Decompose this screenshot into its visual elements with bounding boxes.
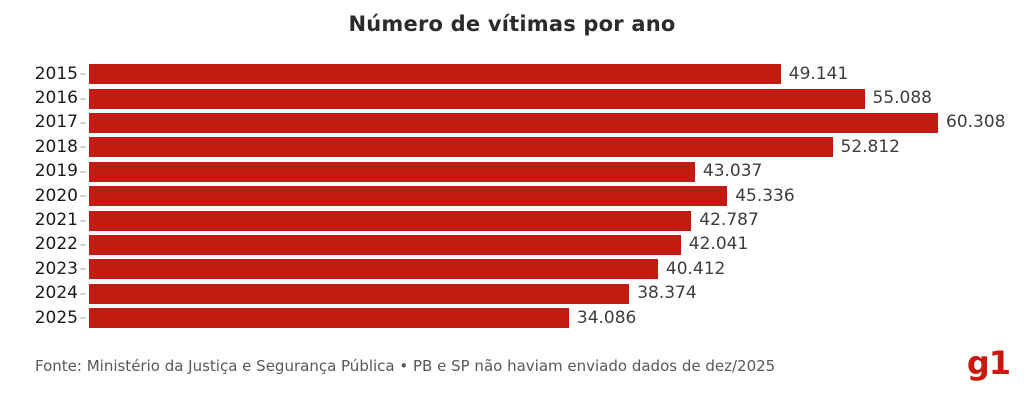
bar-value-label: 42.787 <box>699 210 759 231</box>
axis-tick <box>80 97 86 100</box>
y-axis-label: 2019 <box>34 161 78 182</box>
axis-tick <box>80 268 86 271</box>
axis-tick <box>80 317 86 320</box>
bar-value-label: 49.141 <box>788 63 849 84</box>
y-axis-label: 2021 <box>34 210 78 231</box>
bar-row: 2020 45.336 <box>0 184 1024 208</box>
bar-value-label: 40.412 <box>665 258 726 279</box>
bar-row: 2023 40.412 <box>0 257 1024 281</box>
y-axis-label: 2016 <box>34 88 78 109</box>
bar <box>89 283 630 304</box>
bar-row: 2019 43.037 <box>0 160 1024 184</box>
axis-tick <box>80 73 86 76</box>
bar-row: 2016 55.088 <box>0 86 1024 110</box>
bar <box>89 112 938 133</box>
bar-value-label: 52.812 <box>840 136 900 157</box>
bar-value-label: 43.037 <box>702 161 763 182</box>
bar-value-label: 42.041 <box>688 234 749 255</box>
bar-value-label: 38.374 <box>637 283 697 304</box>
bar <box>89 210 692 231</box>
y-axis-label: 2018 <box>34 136 78 157</box>
source-note: Fonte: Ministério da Justiça e Segurança… <box>35 357 776 375</box>
chart-title: Número de vítimas por ano <box>348 12 676 36</box>
bar-row: 2015 49.141 <box>0 62 1024 86</box>
bar-value-label: 45.336 <box>735 185 795 206</box>
g1-logo: g1 <box>966 344 1011 382</box>
bar <box>89 234 681 255</box>
bar <box>89 308 569 329</box>
y-axis-label: 2022 <box>34 234 78 255</box>
bar-chart: 2015 49.141 2016 55.088 2017 60.308 2018… <box>0 62 1024 330</box>
bar-row: 2018 52.812 <box>0 135 1024 159</box>
y-axis-label: 2015 <box>34 63 78 84</box>
axis-tick <box>80 292 86 295</box>
axis-tick <box>80 219 86 222</box>
axis-tick <box>80 243 86 246</box>
y-axis-label: 2020 <box>34 185 78 206</box>
y-axis-label: 2025 <box>34 307 78 328</box>
bar-row: 2025 34.086 <box>0 306 1024 330</box>
bar <box>89 259 658 280</box>
bar-row: 2017 60.308 <box>0 111 1024 135</box>
bar-row: 2024 38.374 <box>0 282 1024 306</box>
bar-value-label: 34.086 <box>576 307 637 328</box>
bar <box>89 64 781 85</box>
bar-row: 2022 42.041 <box>0 233 1024 257</box>
bar <box>89 161 695 182</box>
bar <box>89 186 728 207</box>
axis-tick <box>80 170 86 173</box>
bar-row: 2021 42.787 <box>0 208 1024 232</box>
y-axis-label: 2023 <box>34 258 78 279</box>
axis-tick <box>80 195 86 198</box>
bar <box>89 137 833 158</box>
bar-value-label: 60.308 <box>946 112 1006 133</box>
bar-value-label: 55.088 <box>872 88 932 109</box>
y-axis-label: 2024 <box>34 283 78 304</box>
y-axis-label: 2017 <box>34 112 78 133</box>
axis-tick <box>80 146 86 149</box>
bar <box>89 88 865 109</box>
axis-tick <box>80 121 86 124</box>
